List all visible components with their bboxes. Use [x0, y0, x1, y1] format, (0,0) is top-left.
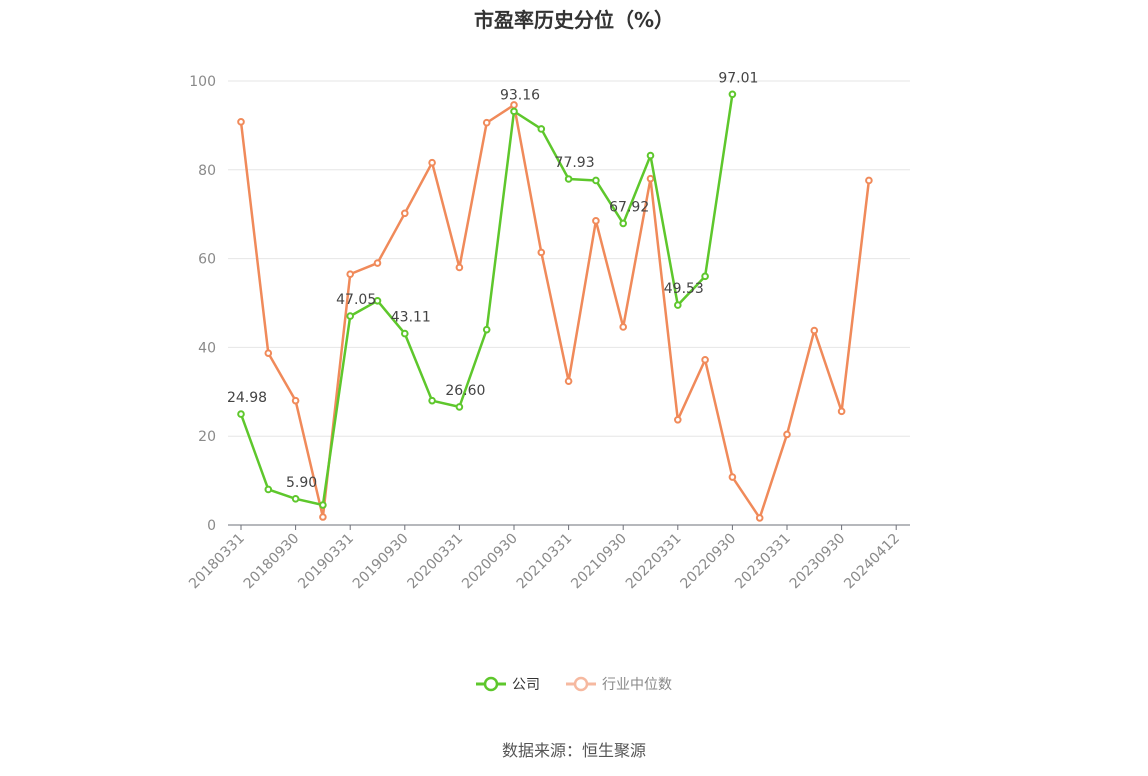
x-tick-label: 20230331 — [732, 531, 794, 593]
y-tick-label: 100 — [189, 74, 216, 90]
y-tick-label: 20 — [198, 429, 216, 445]
data-label: 77.93 — [555, 155, 595, 171]
x-tick-label: 20200930 — [459, 531, 521, 593]
data-point-company — [346, 312, 355, 320]
data-point-industry — [646, 174, 655, 183]
data-label: 43.11 — [391, 310, 431, 326]
data-point-company — [428, 396, 436, 405]
legend-industry-icon — [566, 676, 596, 692]
y-tick-label: 0 — [207, 518, 216, 534]
data-point-company — [510, 107, 518, 116]
data-point-industry — [701, 356, 709, 364]
data-point-company — [291, 495, 300, 503]
data-point-industry — [810, 326, 819, 335]
data-point-industry — [537, 248, 546, 257]
data-label: 5.90 — [286, 475, 317, 491]
data-label: 24.98 — [227, 390, 267, 406]
legend-item-company[interactable]: 公司 — [476, 674, 540, 694]
data-point-company — [455, 403, 464, 411]
data-point-company — [373, 296, 382, 305]
data-label: 97.01 — [718, 70, 758, 86]
data-point-industry — [455, 263, 464, 272]
data-point-industry — [401, 209, 409, 218]
data-label: 47.05 — [336, 292, 376, 308]
x-tick-label: 20220930 — [678, 531, 740, 593]
data-point-company — [537, 125, 546, 133]
data-point-industry — [264, 349, 273, 357]
data-label: 67.92 — [609, 199, 649, 215]
data-point-industry — [346, 270, 355, 278]
legend-label-company: 公司 — [512, 677, 540, 693]
data-point-company — [237, 410, 245, 418]
chart-title: 市盈率历史分位（%） — [473, 8, 675, 32]
y-tick-label: 60 — [198, 252, 216, 268]
data-point-industry — [783, 430, 791, 439]
data-point-company — [646, 151, 655, 160]
data-point-company — [728, 90, 737, 99]
data-point-company — [264, 485, 273, 494]
data-label: 26.60 — [445, 383, 485, 399]
data-labels: 24.98 5.90 47.05 43.11 26.60 93.16 77.93 67.92 4… — [227, 70, 758, 491]
data-point-industry — [619, 323, 628, 331]
data-label: 93.16 — [500, 87, 540, 103]
data-point-industry — [592, 217, 600, 225]
line-chart: 0 20 40 60 80 100 2018033120180930201903312019… — [186, 70, 910, 592]
series-line-company — [239, 94, 734, 507]
x-tick-label: 20210930 — [568, 531, 630, 593]
data-point-company — [401, 329, 409, 338]
data-point-industry — [865, 176, 873, 185]
x-tick-label: 20230930 — [787, 531, 849, 593]
axes: 0 20 40 60 80 100 2018033120180930201903312019… — [186, 74, 910, 592]
legend-company-icon — [476, 676, 506, 692]
x-tick-label: 20240412 — [841, 531, 903, 593]
y-tick-label: 40 — [198, 340, 216, 356]
data-point-company — [592, 176, 600, 185]
data-point-company — [319, 501, 327, 509]
data-point-industry — [291, 396, 300, 405]
data-point-industry — [428, 158, 436, 167]
data-point-industry — [564, 377, 573, 385]
data-point-industry — [728, 473, 737, 481]
y-tick-label: 80 — [198, 163, 216, 179]
data-point-company — [482, 325, 491, 334]
legend: 公司 行业中位数 — [0, 674, 1148, 694]
data-point-company — [564, 175, 573, 183]
x-tick-label: 20220331 — [623, 531, 685, 593]
series-layer — [237, 90, 873, 522]
x-tick-label: 20180930 — [241, 531, 303, 593]
data-point-industry — [755, 514, 764, 522]
data-label: 49.53 — [664, 281, 704, 297]
data-point-industry — [482, 118, 491, 127]
series-line-industry — [239, 103, 871, 520]
data-point-industry — [319, 513, 327, 521]
data-point-industry — [837, 407, 846, 416]
data-point-company — [674, 301, 682, 309]
data-point-industry — [674, 415, 682, 424]
data-point-industry — [373, 259, 382, 267]
data-source: 数据来源：恒生聚源 — [501, 741, 646, 760]
legend-item-industry[interactable]: 行业中位数 — [566, 674, 672, 694]
x-tick-label: 20190930 — [350, 531, 412, 593]
x-tick-label: 20190331 — [295, 531, 357, 593]
legend-label-industry: 行业中位数 — [602, 677, 672, 693]
data-point-company — [619, 219, 628, 228]
data-point-company — [701, 272, 709, 281]
x-tick-label: 20180331 — [186, 531, 248, 593]
data-point-industry — [237, 118, 245, 126]
x-tick-label: 20200331 — [405, 531, 467, 593]
x-tick-label: 20210331 — [514, 531, 576, 593]
